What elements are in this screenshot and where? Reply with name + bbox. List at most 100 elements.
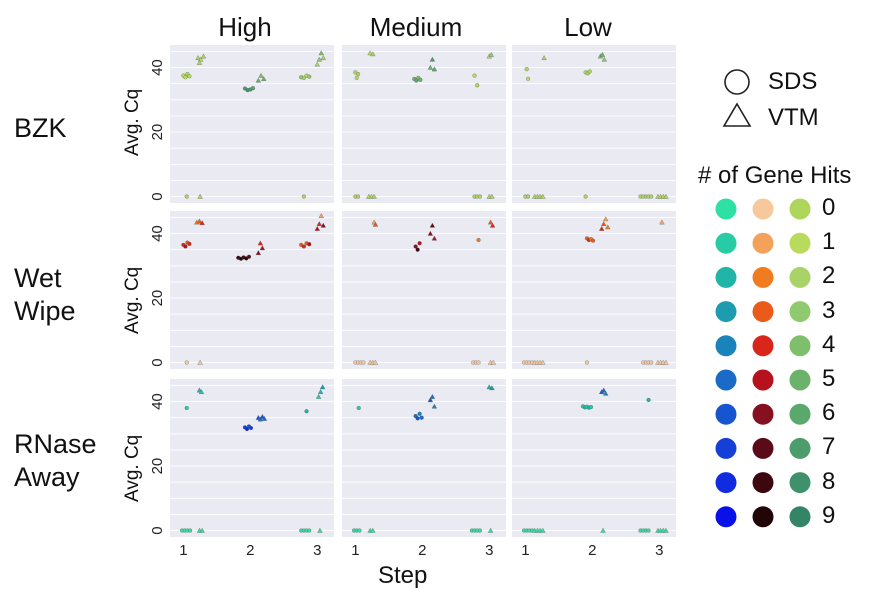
- data-point-vtm: [316, 56, 322, 62]
- legend-vtm-label: VTM: [768, 104, 819, 131]
- data-point-sds: [184, 194, 189, 199]
- legend-hit-label-1: 1: [822, 228, 836, 256]
- y-tick-label: 0: [149, 526, 166, 534]
- y-tick-label: 0: [149, 192, 166, 200]
- data-point-vtm: [258, 72, 264, 78]
- panel-rnase-high: [170, 379, 334, 537]
- data-point-vtm: [600, 527, 606, 533]
- data-point-sds: [475, 83, 480, 88]
- legend-swatch-bzk-2: [789, 266, 811, 288]
- data-point-vtm: [316, 221, 322, 226]
- data-point-sds: [304, 409, 309, 414]
- legend-swatch-wet-6: [752, 403, 774, 425]
- faceted-scatter-chart: 0 20 40 0 20 40 0 20 40 1 2 3 1 2 3 1 2 3: [149, 45, 676, 559]
- data-point-sds: [646, 397, 651, 403]
- data-point-vtm: [427, 64, 434, 70]
- data-point-vtm: [320, 222, 326, 228]
- legend-hit-label-5: 5: [822, 365, 836, 392]
- x-tick-label: 2: [418, 542, 426, 559]
- y-tick-label: 40: [149, 225, 166, 242]
- data-point-vtm: [659, 219, 665, 225]
- data-point-vtm: [601, 221, 607, 226]
- data-point-sds: [307, 528, 312, 533]
- legend-swatch-rnase-4: [715, 335, 737, 357]
- data-point-sds: [183, 75, 188, 80]
- data-point-sds: [590, 238, 596, 243]
- legend-swatch-rnase-7: [715, 437, 737, 459]
- data-point-sds: [357, 528, 362, 533]
- data-point-vtm: [490, 359, 496, 365]
- data-point-vtm: [427, 230, 434, 236]
- data-point-sds: [307, 242, 312, 247]
- data-point-sds: [476, 237, 481, 243]
- legend-swatch-rnase-0: [715, 198, 737, 220]
- data-point-sds: [415, 416, 420, 421]
- legend-swatch-bzk-1: [789, 232, 811, 254]
- data-point-vtm: [372, 359, 379, 365]
- data-point-vtm: [541, 55, 547, 60]
- data-point-vtm: [198, 389, 205, 394]
- legend-hit-label-2: 2: [822, 262, 836, 290]
- data-point-sds: [526, 194, 531, 199]
- data-point-sds: [354, 75, 359, 80]
- column-title-high: High: [218, 12, 272, 42]
- data-point-sds: [587, 69, 592, 74]
- legend-swatch-wet-4: [752, 335, 774, 357]
- data-point-vtm: [486, 384, 492, 390]
- data-point-vtm: [318, 50, 324, 56]
- data-point-vtm: [599, 226, 605, 231]
- legend-swatch-rnase-6: [715, 403, 737, 425]
- legend-hit-label-3: 3: [822, 296, 836, 324]
- data-point-vtm: [429, 394, 436, 399]
- legend-swatch-rnase-5: [715, 369, 737, 391]
- legend-gene-hits-title: # of Gene Hits: [698, 162, 852, 189]
- data-point-vtm: [489, 222, 496, 228]
- row-title-rnase-away: RNase Away: [14, 429, 97, 492]
- panel-wet-high: [170, 211, 334, 369]
- data-point-vtm: [431, 235, 438, 241]
- data-point-sds: [250, 86, 256, 91]
- data-point-vtm: [605, 224, 611, 230]
- data-point-vtm: [488, 51, 494, 57]
- data-point-vtm: [200, 53, 207, 59]
- legend-swatch-bzk-6: [789, 403, 811, 425]
- data-point-vtm: [315, 394, 322, 399]
- data-point-sds: [419, 415, 424, 420]
- legend-swatch-bzk-0: [789, 198, 811, 220]
- data-point-vtm: [314, 61, 320, 67]
- data-point-vtm: [261, 76, 267, 81]
- data-point-sds: [646, 528, 651, 533]
- y-tick-label: 40: [149, 59, 166, 76]
- data-point-vtm: [196, 218, 203, 224]
- data-point-sds: [649, 194, 654, 199]
- column-title-medium: Medium: [369, 12, 463, 42]
- data-point-sds: [307, 74, 312, 79]
- panel-rnase-low: [512, 379, 676, 537]
- data-point-vtm: [317, 389, 324, 394]
- data-point-sds: [415, 247, 420, 252]
- legend-swatch-wet-7: [752, 437, 774, 459]
- legend-swatch-wet-0: [752, 198, 774, 220]
- data-point-vtm: [370, 51, 376, 57]
- data-point-vtm: [487, 527, 494, 533]
- data-point-vtm: [255, 77, 262, 83]
- y-tick-label: 0: [149, 358, 166, 366]
- legend-swatch-bzk-8: [789, 472, 811, 494]
- legend-swatch-bzk-4: [789, 335, 811, 357]
- data-point-vtm: [663, 193, 669, 199]
- data-point-sds: [477, 528, 482, 533]
- data-point-vtm: [317, 527, 323, 533]
- data-point-vtm: [601, 387, 607, 393]
- data-point-vtm: [367, 50, 373, 56]
- legend-swatch-rnase-1: [715, 232, 737, 254]
- data-point-sds: [301, 75, 306, 80]
- legend-swatch-wet-1: [752, 232, 774, 254]
- legend-hit-label-7: 7: [822, 433, 836, 461]
- panel-rnase-medium: [342, 379, 506, 537]
- data-point-sds: [184, 360, 189, 365]
- legend-triangle-icon: [722, 102, 752, 127]
- data-point-vtm: [197, 359, 203, 365]
- legend-swatch-wet-5: [752, 369, 774, 391]
- data-point-vtm: [257, 416, 264, 422]
- data-point-sds: [526, 76, 531, 81]
